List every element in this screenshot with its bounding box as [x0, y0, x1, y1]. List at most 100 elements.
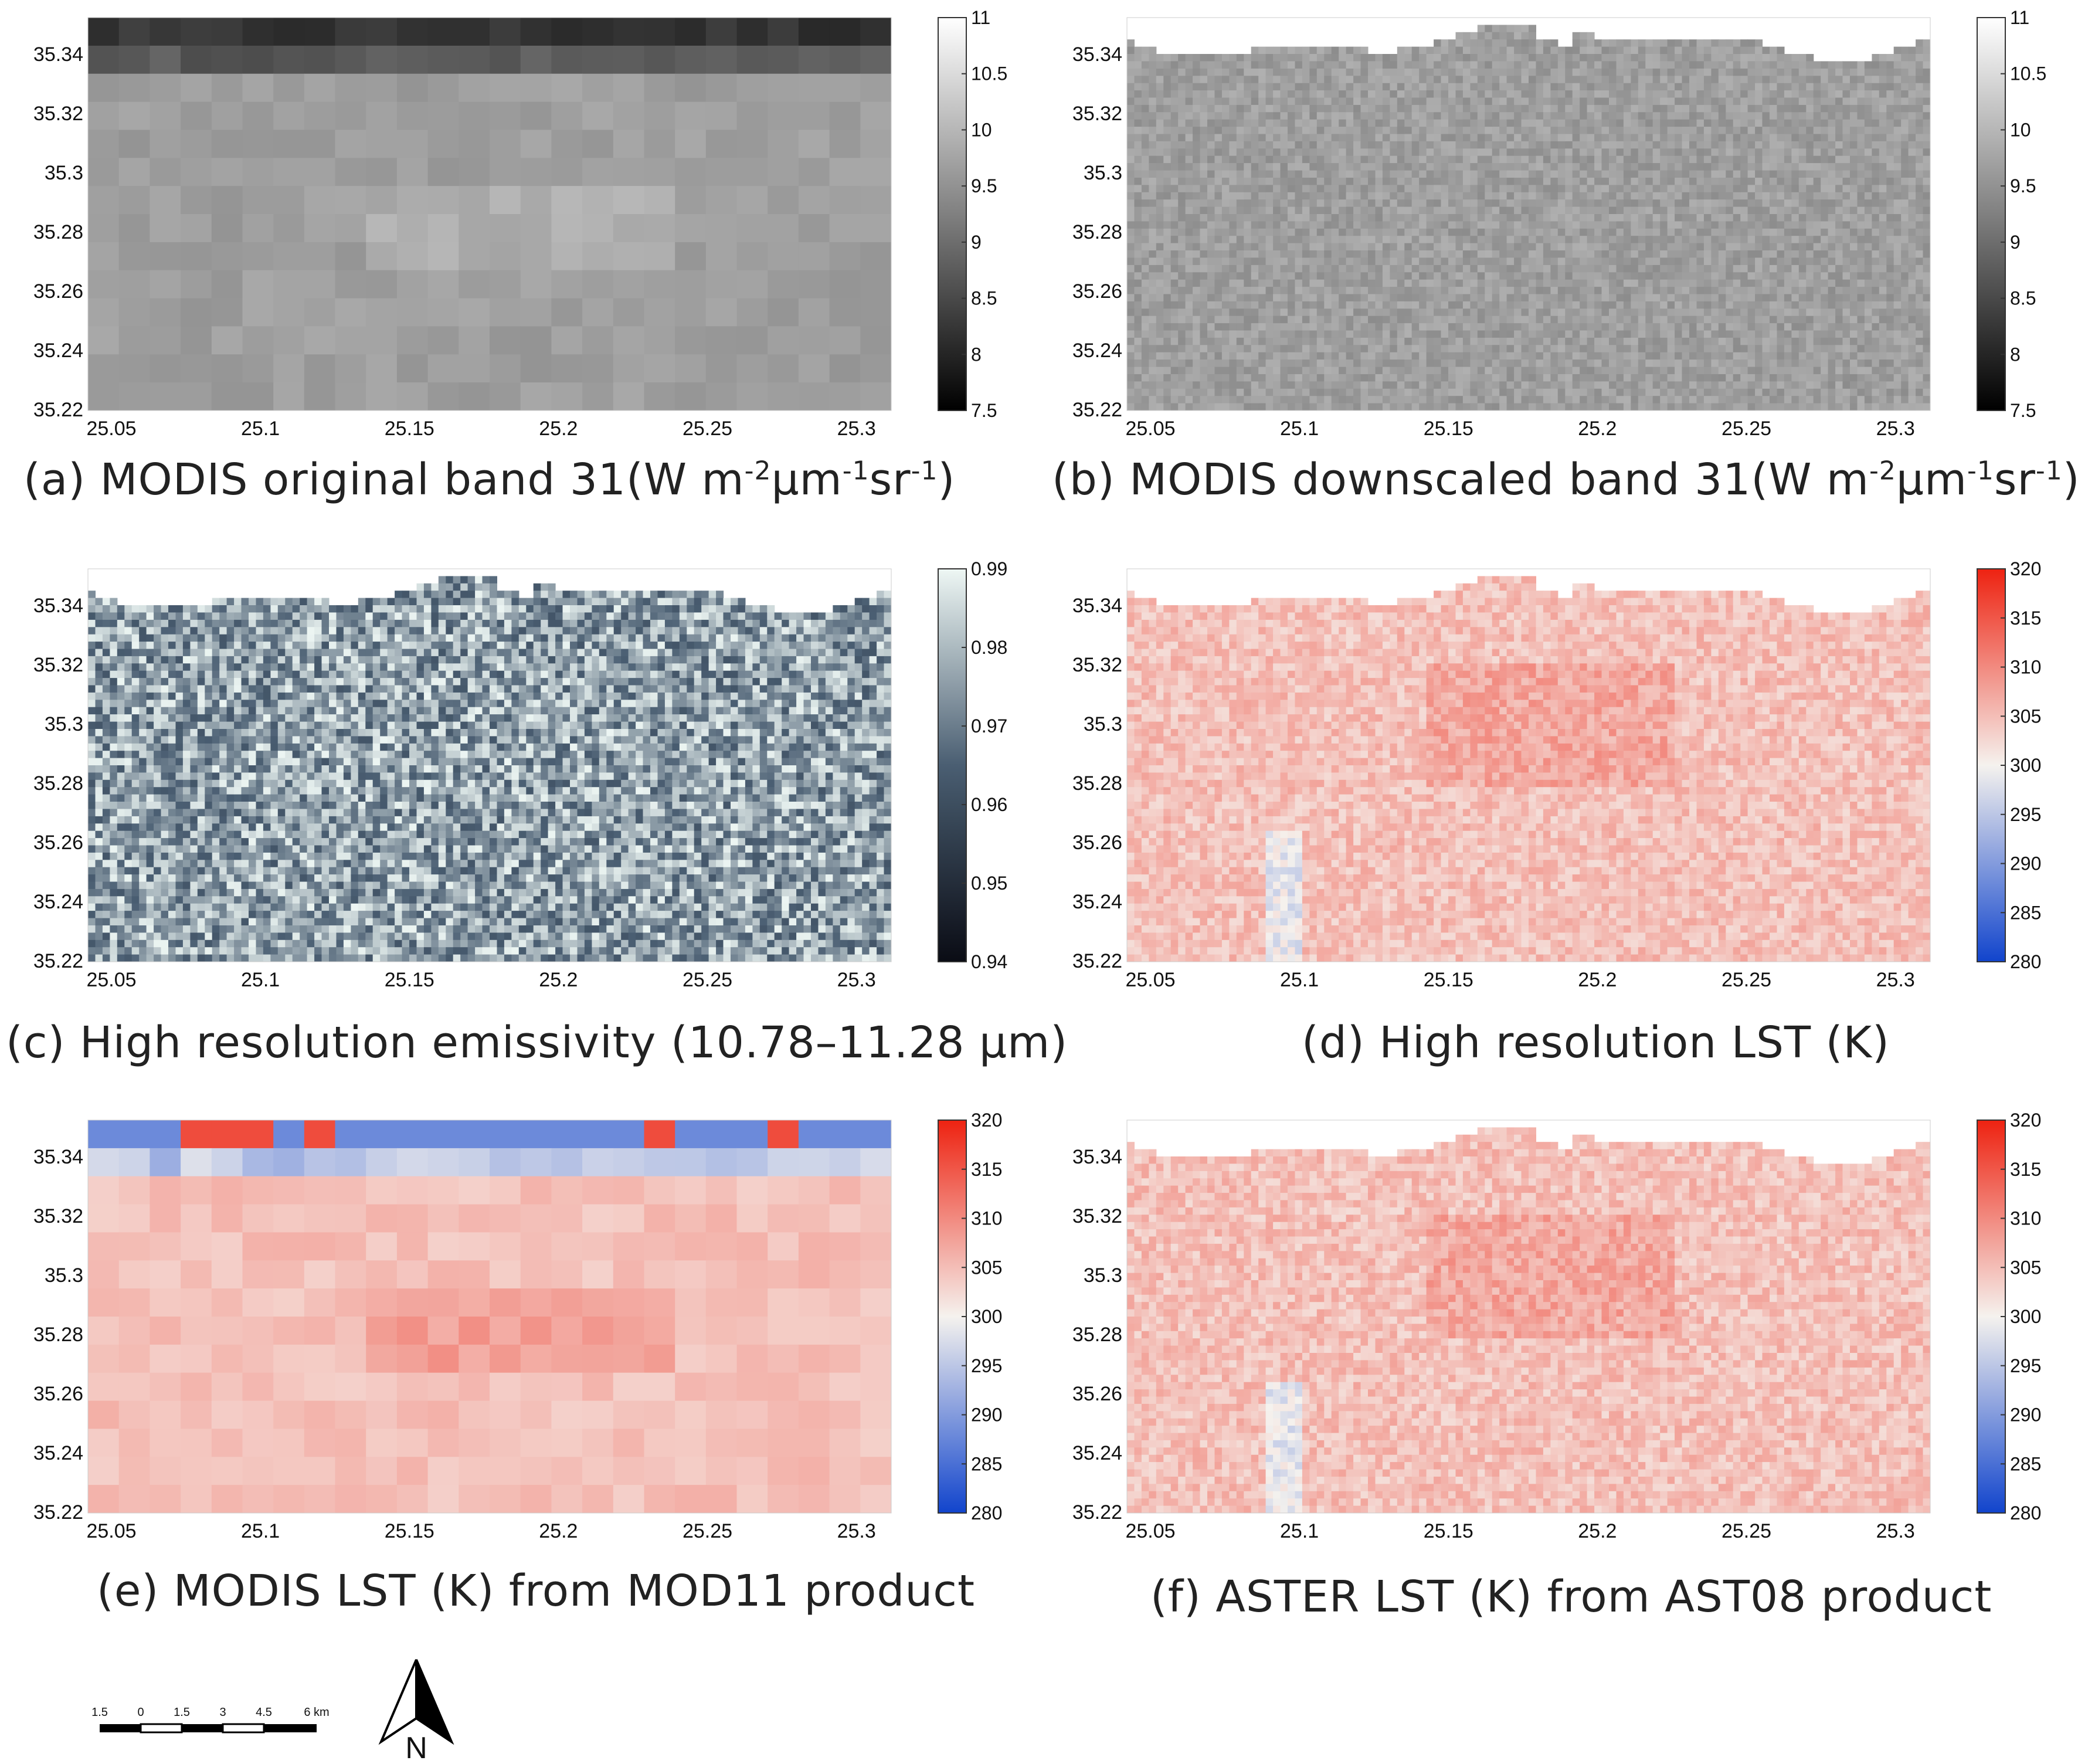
- colorbar-tick-label: 10.5: [2010, 63, 2046, 84]
- y-tick-label: 35.26: [33, 1383, 83, 1405]
- y-tick-label: 35.3: [45, 162, 83, 184]
- colorbar-tick-label: 280: [2010, 1502, 2041, 1524]
- x-tick-label: 25.25: [1722, 1520, 1771, 1542]
- colorbar-tick-label: 285: [971, 1453, 1002, 1474]
- caption-a: (a) MODIS original band 31(W m-2μm-1sr-1…: [23, 454, 955, 505]
- colorbar-tick-label: 0.98: [971, 637, 1007, 658]
- map-frame-a: [87, 17, 892, 411]
- colorbar-tick-label: 10: [2010, 119, 2031, 140]
- colorbar-tick-label: 310: [2010, 1208, 2041, 1229]
- x-tick-label: 25.15: [1424, 969, 1473, 991]
- colorbar-tick-label: 7.5: [2010, 400, 2036, 421]
- y-tick-label: 35.32: [33, 1205, 83, 1227]
- scale-label-3: 3: [219, 1706, 226, 1719]
- x-tick-label: 25.3: [837, 1520, 876, 1542]
- y-tick-label: 35.34: [1072, 595, 1122, 617]
- colorbar-tick-label: 320: [971, 1110, 1002, 1131]
- y-tick-label: 35.28: [1072, 1324, 1122, 1346]
- map-e: 25.05 25.1 25.15 25.2 25.25 25.3 35.34 35.32 35.…: [33, 1110, 1002, 1542]
- scale-seg-5: [264, 1724, 317, 1732]
- y-tick-label: 35.32: [1072, 103, 1122, 125]
- y-tick-label: 35.22: [33, 1501, 83, 1524]
- north-label: N: [405, 1731, 427, 1759]
- y-tick-label: 35.22: [1072, 950, 1122, 972]
- x-tick-label: 25.2: [539, 1520, 578, 1542]
- x-tick-label: 25.05: [1125, 418, 1175, 440]
- colorbar-tick-label: 295: [971, 1355, 1002, 1376]
- scale-seg-4: [222, 1723, 265, 1734]
- colorbar-b: [1977, 17, 2006, 411]
- map-raster-a: [88, 18, 891, 411]
- colorbar-tick-label: 320: [2010, 558, 2041, 579]
- y-tick-label: 35.32: [33, 654, 83, 676]
- colorbar-tick-label: 295: [2010, 1355, 2041, 1376]
- panel-e: 25.05 25.1 25.15 25.2 25.25 25.3 35.34 35.32 35.…: [0, 1102, 1039, 1654]
- y-tick-label: 35.3: [45, 713, 83, 735]
- scale-seg-2: [140, 1723, 183, 1734]
- colorbar-tick-label: 320: [2010, 1110, 2041, 1131]
- y-tick-label: 35.26: [1072, 1383, 1122, 1405]
- y-tick-label: 35.22: [1072, 1501, 1122, 1524]
- colorbar-tick-label: 295: [2010, 804, 2041, 825]
- y-tick-label: 35.22: [33, 399, 83, 421]
- scale-seg-3: [182, 1724, 223, 1732]
- y-tick-label: 35.34: [33, 595, 83, 617]
- y-tick-label: 35.24: [33, 1442, 83, 1464]
- scale-label-1: 0: [137, 1706, 144, 1719]
- x-tick-label: 25.3: [1876, 418, 1915, 440]
- y-tick-label: 35.28: [1072, 221, 1122, 243]
- y-tick-label: 35.24: [1072, 1442, 1122, 1464]
- x-tick-label: 25.05: [86, 1520, 136, 1542]
- colorbar-tick-label: 305: [971, 1257, 1002, 1278]
- y-tick-label: 35.3: [1084, 713, 1122, 735]
- colorbar-tick-label: 0.94: [971, 951, 1007, 972]
- y-tick-label: 35.22: [1072, 399, 1122, 421]
- y-tick-label: 35.24: [33, 891, 83, 913]
- colorbar-tick-label: 285: [2010, 1453, 2041, 1474]
- colorbar-tick-label: 305: [2010, 705, 2041, 727]
- colorbar-tick-label: 9: [2010, 232, 2021, 253]
- colorbar-tick-label: 285: [2010, 902, 2041, 923]
- x-tick-label: 25.15: [1424, 418, 1473, 440]
- colorbar-tick-label: 290: [971, 1405, 1002, 1426]
- panel-b: 25.05 25.1 25.15 25.2 25.25 25.3 35.34 35.32 35.…: [1039, 0, 2078, 551]
- y-tick-label: 35.3: [1084, 162, 1122, 184]
- colorbar-a: [938, 17, 967, 411]
- colorbar-tick-label: 8: [2010, 344, 2021, 365]
- colorbar-tick-label: 290: [2010, 853, 2041, 874]
- x-tick-label: 25.15: [1424, 1520, 1473, 1542]
- colorbar-tick-label: 300: [2010, 755, 2041, 776]
- scale-label-0: 1.5: [91, 1706, 108, 1719]
- colorbar-tick-label: 9: [971, 232, 982, 253]
- colorbar-tick-label: 9.5: [971, 175, 997, 196]
- y-tick-label: 35.24: [1072, 340, 1122, 362]
- y-tick-label: 35.28: [33, 1324, 83, 1346]
- colorbar-tick-label: 0.95: [971, 873, 1007, 894]
- x-tick-label: 25.05: [86, 418, 136, 440]
- map-frame-e: [87, 1120, 892, 1514]
- panel-d: 25.05 25.1 25.15 25.2 25.25 25.3 35.34 35.32 35.…: [1039, 551, 2078, 1102]
- colorbar-tick-label: 0.96: [971, 794, 1007, 815]
- y-tick-label: 35.26: [33, 280, 83, 303]
- colorbar-tick-label: 7.5: [971, 400, 997, 421]
- x-tick-label: 25.1: [1280, 1520, 1319, 1542]
- map-raster-f: [1127, 1120, 1930, 1513]
- panel-c: 25.05 25.1 25.15 25.2 25.25 25.3 35.34 35.32 35.…: [0, 551, 1067, 1102]
- x-tick-label: 25.3: [837, 418, 876, 440]
- colorbar-tick-label: 310: [2010, 657, 2041, 678]
- x-tick-label: 25.25: [683, 418, 732, 440]
- x-tick-label: 25.15: [385, 969, 434, 991]
- colorbar-tick-label: 10: [971, 119, 992, 140]
- scale-seg-1: [100, 1724, 141, 1732]
- scale-label-5: 6 km: [304, 1706, 329, 1719]
- x-tick-label: 25.3: [837, 969, 876, 991]
- y-tick-label: 35.3: [45, 1264, 83, 1287]
- x-tick-label: 25.1: [241, 1520, 280, 1542]
- y-tick-label: 35.24: [33, 340, 83, 362]
- x-tick-label: 25.3: [1876, 969, 1915, 991]
- y-tick-label: 35.28: [33, 772, 83, 795]
- colorbar-tick-label: 8.5: [971, 288, 997, 309]
- map-frame-c: [87, 568, 892, 962]
- colorbar-tick-label: 0.97: [971, 715, 1007, 737]
- map-frame-b: [1126, 17, 1931, 411]
